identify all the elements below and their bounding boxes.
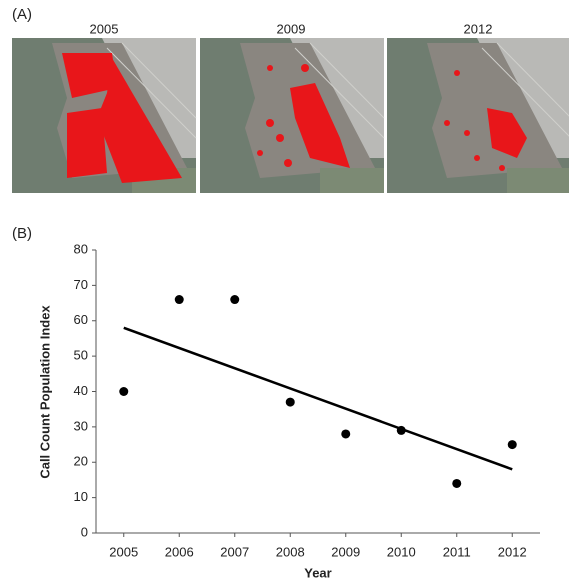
- data-point: [285, 397, 295, 407]
- y-tick-label: 70: [74, 277, 88, 292]
- data-point: [119, 387, 129, 396]
- x-tick-label: 2006: [165, 544, 194, 559]
- x-tick-label: 2010: [387, 544, 416, 559]
- x-tick-label: 2009: [331, 544, 360, 559]
- x-tick-label: 2008: [276, 544, 305, 559]
- image-title: 2009: [277, 21, 306, 36]
- data-point: [174, 295, 184, 305]
- image-title: 2012: [464, 21, 493, 36]
- data-point: [230, 295, 240, 305]
- y-axis-title: Call Count Population Index: [37, 305, 52, 479]
- y-tick-label: 80: [74, 241, 88, 256]
- x-tick-label: 2011: [443, 544, 471, 559]
- aerial-image: [199, 37, 385, 194]
- y-tick-label: 40: [74, 383, 88, 398]
- x-tick-label: 2005: [109, 544, 138, 559]
- data-point: [396, 425, 406, 435]
- y-tick-label: 10: [74, 489, 88, 504]
- x-axis-title: Year: [304, 565, 331, 580]
- panel-label: (A): [12, 6, 32, 23]
- trend-line: [123, 326, 513, 471]
- y-tick-label: 20: [74, 454, 88, 469]
- y-tick-label: 60: [74, 312, 88, 327]
- y-tick-label: 30: [74, 418, 88, 433]
- image-title: 2005: [90, 21, 119, 36]
- x-tick-label: 2012: [498, 544, 527, 559]
- x-tick-label: 2007: [220, 544, 249, 559]
- data-point: [341, 429, 351, 439]
- y-tick-label: 50: [74, 348, 88, 363]
- panel-label: (B): [12, 225, 32, 242]
- y-tick-label: 0: [81, 524, 88, 539]
- data-point: [507, 440, 517, 450]
- data-point: [452, 478, 462, 488]
- aerial-image: [386, 37, 569, 194]
- aerial-image: [11, 37, 197, 194]
